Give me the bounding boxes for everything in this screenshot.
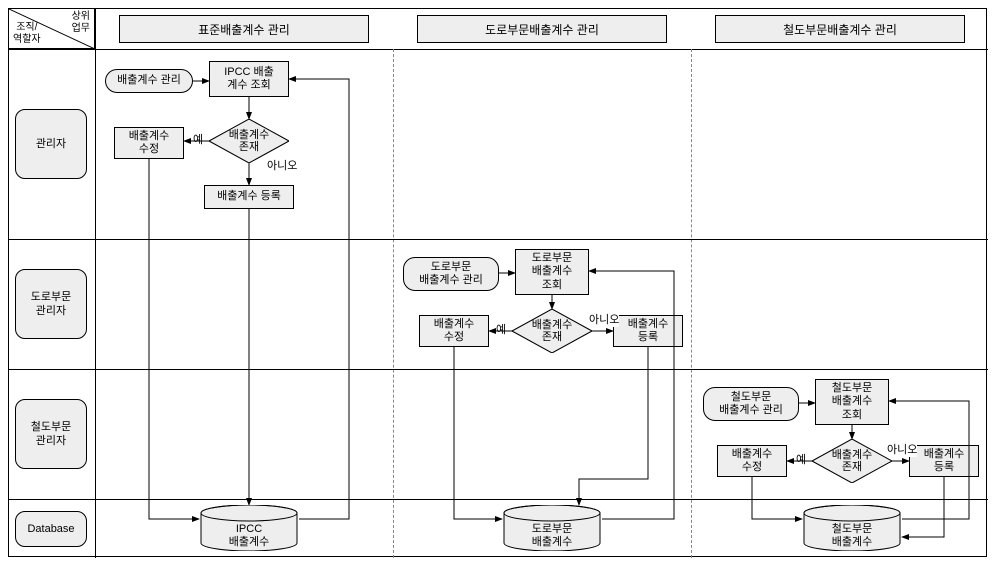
lane-v-2: [691, 49, 692, 558]
l2-no: 아니오: [589, 311, 619, 327]
l1-db: IPCC 배출계수: [199, 505, 299, 551]
l3-yes: 예: [796, 451, 806, 467]
l3-decision-label: 배출계수 존재: [812, 439, 892, 483]
corner-cell: 상위 업무 조직/ 역할자: [9, 9, 95, 49]
col-header-2: 도로부문배출계수 관리: [417, 15, 667, 43]
l3-decision: 배출계수 존재: [812, 439, 892, 483]
row-label-rail: 철도부문 관리자: [15, 399, 87, 469]
l3-lookup: 철도부문 배출계수 조회: [815, 379, 889, 425]
col-header-3: 철도부문배출계수 관리: [715, 15, 965, 43]
l1-yes: 예: [193, 131, 203, 147]
row-label-road: 도로부문 관리자: [15, 269, 87, 339]
corner-bottom-label: 조직/ 역할자: [13, 22, 41, 46]
l2-db-label: 도로부문 배출계수: [502, 523, 602, 549]
l1-lookup: IPCC 배출 계수 조회: [209, 61, 289, 97]
l2-decision: 배출계수 존재: [512, 309, 592, 353]
l2-lookup: 도로부문 배출계수 조회: [515, 249, 589, 295]
l2-yes: 예: [496, 321, 506, 337]
l3-register: 배출계수 등록: [909, 445, 979, 477]
l1-edit: 배출계수 수정: [114, 127, 184, 159]
leftcol-divider: [95, 9, 96, 558]
lane-h-3: [9, 499, 95, 500]
row-div-2: [95, 369, 988, 370]
l1-no: 아니오: [267, 157, 297, 173]
l3-db: 철도부문 배출계수: [802, 505, 902, 551]
lane-v-1: [393, 49, 394, 558]
l2-register: 배출계수 등록: [613, 315, 683, 347]
l2-db: 도로부문 배출계수: [502, 505, 602, 551]
row-div-1: [95, 239, 988, 240]
l1-db-label: IPCC 배출계수: [199, 523, 299, 549]
l2-edit: 배출계수 수정: [419, 315, 489, 347]
col-header-1: 표준배출계수 관리: [119, 15, 369, 43]
l3-start: 철도부문 배출계수 관리: [703, 387, 799, 421]
row-label-admin: 관리자: [15, 109, 87, 179]
header-divider: [9, 49, 988, 50]
l3-no: 아니오: [887, 441, 917, 457]
swimlane-diagram: 상위 업무 조직/ 역할자 표준배출계수 관리 도로부문배출계수 관리 철도부문…: [8, 8, 987, 557]
l1-register: 배출계수 등록: [204, 185, 294, 209]
lane-h-2: [9, 369, 95, 370]
row-div-3: [95, 499, 988, 500]
lane-h-1: [9, 239, 95, 240]
l2-decision-label: 배출계수 존재: [512, 309, 592, 353]
l3-db-label: 철도부문 배출계수: [802, 523, 902, 549]
l2-start: 도로부문 배출계수 관리: [403, 257, 499, 291]
l3-edit: 배출계수 수정: [717, 445, 787, 477]
l1-start: 배출계수 관리: [105, 69, 193, 93]
corner-top-label: 상위 업무: [72, 11, 90, 35]
row-label-db: Database: [15, 511, 87, 547]
